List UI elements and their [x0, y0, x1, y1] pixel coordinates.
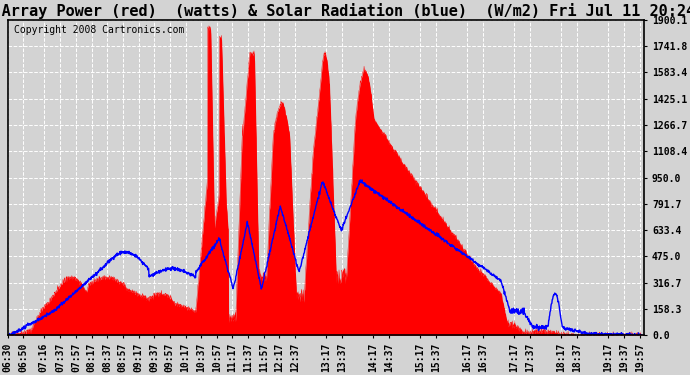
Text: Copyright 2008 Cartronics.com: Copyright 2008 Cartronics.com: [14, 25, 184, 34]
Title: East Array Power (red)  (watts) & Solar Radiation (blue)  (W/m2) Fri Jul 11 20:2: East Array Power (red) (watts) & Solar R…: [0, 3, 690, 19]
